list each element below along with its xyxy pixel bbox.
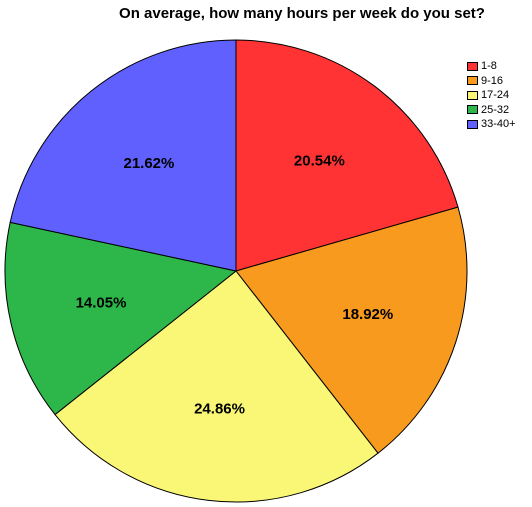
slice-label-25-32: 14.05% — [76, 294, 127, 311]
legend-label: 9-16 — [481, 74, 504, 87]
slice-label-33-40+: 21.62% — [123, 155, 174, 172]
legend-swatch — [467, 61, 478, 71]
legend-item-1-8: 1-8 — [467, 59, 516, 74]
legend-swatch — [467, 105, 478, 115]
pie-slice-17-24 — [54, 270, 379, 503]
legend-label: 17-24 — [481, 89, 510, 102]
legend-item-25-32: 25-32 — [467, 103, 516, 118]
legend-swatch — [467, 119, 478, 129]
pie-slice-1-8 — [235, 39, 459, 272]
chart-title: On average, how many hours per week do y… — [119, 5, 485, 22]
legend-label: 33-40+ — [481, 118, 516, 131]
legend-item-9-16: 9-16 — [467, 74, 516, 89]
pie-slice-9-16 — [235, 206, 468, 454]
slice-label-17-24: 24.86% — [194, 401, 245, 418]
legend: 1-8 9-16 17-24 25-32 33-40+ — [467, 59, 516, 132]
pie-slice-25-32 — [4, 221, 238, 416]
legend-swatch — [467, 90, 478, 100]
slice-label-1-8: 20.54% — [294, 152, 345, 169]
pie-slice-33-40+ — [9, 39, 237, 272]
slice-label-9-16: 18.92% — [342, 306, 393, 323]
legend-item-33-40+: 33-40+ — [467, 117, 516, 132]
legend-label: 1-8 — [481, 60, 497, 73]
legend-label: 25-32 — [481, 103, 510, 116]
legend-item-17-24: 17-24 — [467, 88, 516, 103]
legend-swatch — [467, 76, 478, 86]
